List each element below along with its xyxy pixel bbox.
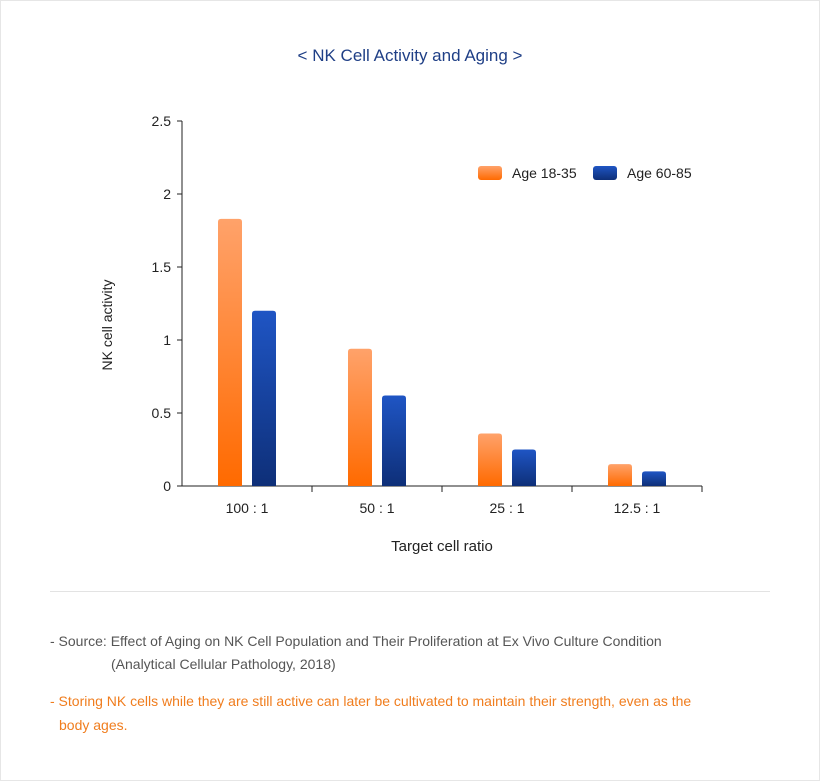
divider (50, 591, 770, 592)
bar-age-60-85 (512, 449, 536, 486)
x-axis-title: Target cell ratio (391, 538, 493, 555)
bar-age-60-85 (252, 310, 276, 486)
y-axis-title: NK cell activity (99, 279, 115, 370)
bar-age-18-35 (608, 464, 632, 486)
y-tick-label: 0 (163, 478, 171, 494)
x-tick-label: 25 : 1 (489, 500, 524, 516)
chart-title: < NK Cell Activity and Aging > (297, 46, 523, 65)
highlight-note: - Storing NK cells while they are still … (50, 689, 750, 737)
legend-label: Age 60-85 (627, 165, 692, 181)
legend-label: Age 18-35 (512, 165, 577, 181)
x-tick-label: 12.5 : 1 (614, 500, 661, 516)
x-tick-label: 50 : 1 (359, 500, 394, 516)
bar-age-60-85 (642, 471, 666, 486)
source-line-1: - Source: Effect of Aging on NK Cell Pop… (50, 633, 662, 649)
bar-age-18-35 (348, 348, 372, 486)
note-line-1: - Storing NK cells while they are still … (50, 693, 692, 709)
bar-age-18-35 (478, 433, 502, 486)
y-tick-label: 1 (163, 332, 171, 348)
legend-swatch (593, 166, 617, 180)
bar-age-60-85 (382, 395, 406, 486)
y-tick-label: 2.5 (152, 113, 172, 129)
y-tick-label: 0.5 (152, 405, 172, 421)
source-citation: - Source: Effect of Aging on NK Cell Pop… (50, 630, 770, 676)
y-tick-label: 2 (163, 186, 171, 202)
note-line-2: body ages. (59, 717, 128, 733)
source-line-2: (Analytical Cellular Pathology, 2018) (111, 656, 336, 672)
bar-age-18-35 (218, 218, 242, 486)
x-tick-label: 100 : 1 (226, 500, 269, 516)
legend-swatch (478, 166, 502, 180)
y-tick-label: 1.5 (152, 259, 172, 275)
bar-chart: 0 0.5 1 1.5 2 2.5 NK cell activity 100 : 1 50 : … (99, 113, 703, 555)
